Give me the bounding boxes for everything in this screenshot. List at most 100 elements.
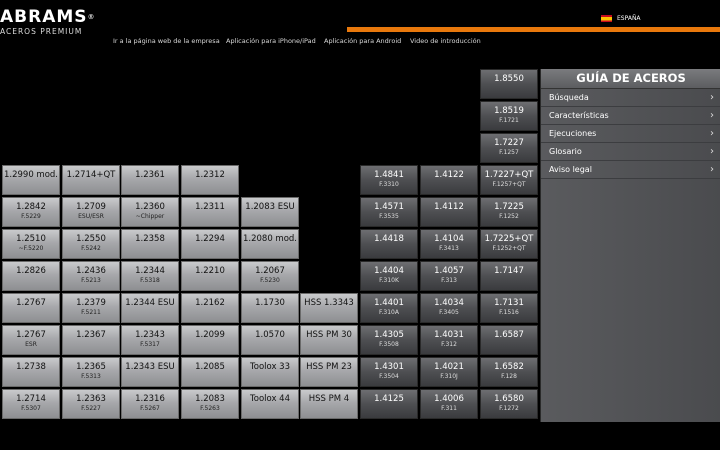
steel-tile[interactable]: 1.2367 (62, 325, 120, 355)
steel-tile[interactable]: 1.2361 (121, 165, 179, 195)
steel-tile[interactable]: 1.4305 F.3508 (360, 325, 418, 355)
steel-tile[interactable]: 1.2365 F.5313 (62, 357, 120, 387)
steel-code: 1.2550 (76, 234, 106, 244)
steel-code: 1.2360 (135, 202, 165, 212)
steel-subcode: ESR (25, 341, 37, 348)
steel-tile[interactable]: 1.4104 F.3413 (420, 229, 478, 259)
steel-code: 1.4401 (374, 298, 404, 308)
steel-tile[interactable]: 1.2162 (181, 293, 239, 323)
steel-tile[interactable]: 1.2510 ~F.5220 (2, 229, 60, 259)
steel-tile[interactable]: 1.4006 F.311 (420, 389, 478, 419)
steel-tile[interactable]: 1.4841 F.3310 (360, 165, 418, 195)
top-nav: Ir a la página web de la empresa Aplicac… (0, 37, 720, 49)
steel-subcode: F.3504 (379, 373, 399, 380)
steel-code: 1.0570 (255, 330, 285, 340)
steel-tile[interactable]: 1.2436 F.5213 (62, 261, 120, 291)
steel-tile[interactable]: 1.0570 (241, 325, 299, 355)
steel-tile[interactable]: 1.2067 F.5230 (241, 261, 299, 291)
steel-code: 1.2083 ESU (245, 202, 295, 212)
sidebar-item-glosario[interactable]: Glosario › (541, 143, 720, 161)
steel-tile[interactable]: 1.2550 F.5242 (62, 229, 120, 259)
steel-tile[interactable]: 1.8519 F.1721 (480, 101, 538, 131)
sidebar-item-aviso-legal[interactable]: Aviso legal › (541, 161, 720, 179)
steel-tile[interactable]: 1.2842 F.5229 (2, 197, 60, 227)
steel-tile[interactable]: 1.2738 (2, 357, 60, 387)
steel-tile[interactable]: 1.4301 F.3504 (360, 357, 418, 387)
steel-tile[interactable]: 1.2714 F.5307 (2, 389, 60, 419)
steel-tile[interactable]: Toolox 33 (241, 357, 299, 387)
steel-tile[interactable]: 1.4404 F.310K (360, 261, 418, 291)
steel-tile[interactable]: 1.7227+QT F.1257+QT (480, 165, 538, 195)
language-selector[interactable]: ESPAÑA (601, 15, 641, 22)
steel-tile[interactable]: 1.2767 (2, 293, 60, 323)
steel-tile[interactable]: 1.2311 (181, 197, 239, 227)
steel-tile[interactable]: 1.2358 (121, 229, 179, 259)
steel-code: 1.2067 (255, 266, 285, 276)
steel-tile[interactable]: 1.2294 (181, 229, 239, 259)
steel-tile[interactable]: 1.2363 F.5227 (62, 389, 120, 419)
steel-tile[interactable]: 1.4122 (420, 165, 478, 195)
steel-tile[interactable]: 1.7131 F.1516 (480, 293, 538, 323)
steel-tile[interactable]: 1.2316 F.5267 (121, 389, 179, 419)
steel-tile[interactable]: 1.2379 F.5211 (62, 293, 120, 323)
steel-tile[interactable]: 1.4021 F.310J (420, 357, 478, 387)
steel-tile[interactable]: 1.7147 (480, 261, 538, 291)
steel-tile[interactable]: 1.2826 (2, 261, 60, 291)
steel-tile[interactable]: 1.2312 (181, 165, 239, 195)
sidebar-item-caracteristicas[interactable]: Características › (541, 107, 720, 125)
steel-tile[interactable]: 1.6587 (480, 325, 538, 355)
steel-code: 1.2510 (16, 234, 46, 244)
steel-tile[interactable]: 1.2210 (181, 261, 239, 291)
steel-tile[interactable]: 1.4034 F.3405 (420, 293, 478, 323)
steel-tile[interactable]: 1.4125 (360, 389, 418, 419)
steel-tile[interactable]: 1.2080 mod. (241, 229, 299, 259)
steel-tile[interactable]: 1.2767 ESR (2, 325, 60, 355)
nav-link-company-website[interactable]: Ir a la página web de la empresa (113, 37, 220, 45)
steel-subcode: F.1257+QT (492, 181, 526, 188)
steel-tile[interactable]: 1.2099 (181, 325, 239, 355)
steel-tile[interactable]: 1.2343 F.5317 (121, 325, 179, 355)
steel-tile[interactable]: 1.6580 F.1272 (480, 389, 538, 419)
steel-code: 1.2365 (76, 362, 106, 372)
steel-tile[interactable]: 1.4031 F.312 (420, 325, 478, 355)
steel-tile[interactable]: HSS PM 30 (300, 325, 358, 355)
steel-tile[interactable]: 1.8550 (480, 69, 538, 99)
steel-tile[interactable]: 1.4057 F.313 (420, 261, 478, 291)
steel-tile[interactable]: 1.2083 F.5263 (181, 389, 239, 419)
steel-tile[interactable]: HSS PM 4 (300, 389, 358, 419)
steel-tile[interactable]: 1.7225 F.1252 (480, 197, 538, 227)
steel-tile[interactable]: 1.7225+QT F.1252+QT (480, 229, 538, 259)
steel-tile[interactable]: 1.2344 F.5318 (121, 261, 179, 291)
steel-tile[interactable]: 1.2709 ESU/ESR (62, 197, 120, 227)
steel-tile[interactable]: HSS PM 23 (300, 357, 358, 387)
steel-tile[interactable]: 1.4401 F.310A (360, 293, 418, 323)
steel-tile[interactable]: 1.2083 ESU (241, 197, 299, 227)
steel-code: 1.2714+QT (66, 170, 116, 180)
steel-tile[interactable]: 1.4418 (360, 229, 418, 259)
steel-tile[interactable]: 1.2343 ESU (121, 357, 179, 387)
steel-code: 1.4305 (374, 330, 404, 340)
steel-code: 1.2162 (195, 298, 225, 308)
steel-tile[interactable]: 1.2360 ~Chipper (121, 197, 179, 227)
steel-code: 1.4841 (374, 170, 404, 180)
steel-tile[interactable]: 1.6582 F.128 (480, 357, 538, 387)
steel-tile[interactable]: 1.4112 (420, 197, 478, 227)
steel-code: 1.2990 mod. (3, 170, 59, 180)
sidebar-item-busqueda[interactable]: Búsqueda › (541, 89, 720, 107)
sidebar-title: GUÍA DE ACEROS (541, 69, 720, 89)
steel-tile[interactable]: 1.7227 F.1257 (480, 133, 538, 163)
steel-tile[interactable]: Toolox 44 (241, 389, 299, 419)
steel-tile[interactable]: 1.1730 (241, 293, 299, 323)
steel-tile[interactable]: 1.2344 ESU (121, 293, 179, 323)
steel-tile[interactable]: 1.2085 (181, 357, 239, 387)
sidebar-item-ejecuciones[interactable]: Ejecuciones › (541, 125, 720, 143)
steel-tile[interactable]: 1.2714+QT (62, 165, 120, 195)
nav-link-iphone-app[interactable]: Aplicación para iPhone/iPad (226, 37, 316, 45)
nav-link-intro-video[interactable]: Video de introducción (410, 37, 481, 45)
steel-tile[interactable]: HSS 1.3343 (300, 293, 358, 323)
steel-code: 1.7227 (494, 138, 524, 148)
steel-tile[interactable]: 1.4571 F.3535 (360, 197, 418, 227)
spain-flag-icon (601, 15, 612, 22)
steel-tile[interactable]: 1.2990 mod. (2, 165, 60, 195)
nav-link-android-app[interactable]: Aplicación para Android (324, 37, 402, 45)
